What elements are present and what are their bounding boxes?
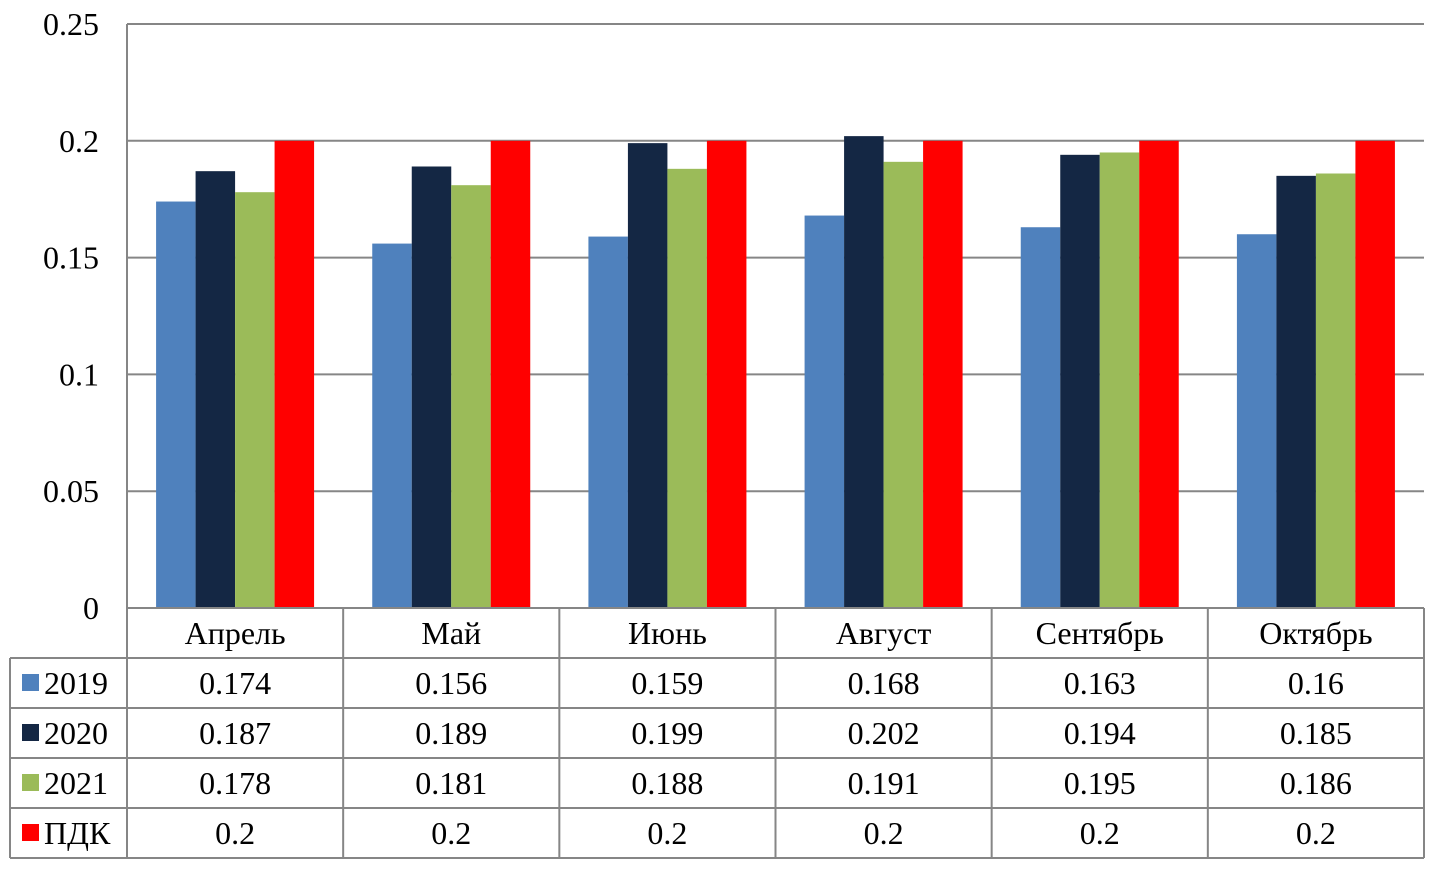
bar [235,192,275,608]
data-label: 0.191 [848,765,920,801]
bar [923,140,963,609]
bar [490,140,531,609]
bar [1020,227,1061,608]
bar [1236,234,1277,609]
data-label: 0.181 [415,765,487,801]
y-tick-label: 0.15 [43,240,99,276]
data-label: 0.2 [864,815,904,851]
data-label: 0.194 [1064,715,1136,751]
y-tick-label: 0.2 [59,123,99,159]
gridlines [127,23,1424,493]
category-label: Июнь [628,615,707,651]
bar [451,185,491,608]
data-label: 0.195 [1064,765,1136,801]
bar [1099,152,1140,609]
data-label: 0.163 [1064,665,1136,701]
data-label: 0.2 [647,815,687,851]
bar [588,236,628,609]
data-label: 0.187 [199,715,271,751]
data-label: 0.202 [848,715,920,751]
data-label: 0.2 [1296,815,1336,851]
bar [883,161,924,608]
bar [156,201,196,608]
legend-key [22,674,39,691]
y-tick-labels: 0 0.05 0.1 0.15 0.2 0.25 [43,6,99,626]
bar [706,140,747,609]
bar [627,143,668,609]
category-label: Апрель [185,615,286,651]
legend-label: 2019 [44,665,108,701]
category-label: Октябрь [1259,615,1372,651]
category-label: Май [421,615,481,651]
bar [195,171,236,608]
data-label: 0.186 [1280,765,1352,801]
data-label: 0.2 [1080,815,1120,851]
legend-label: 2020 [44,715,108,751]
data-label: 0.2 [431,815,471,851]
data-label: 0.199 [631,715,703,751]
legend-label: ПДК [44,815,111,851]
data-label: 0.16 [1288,665,1344,701]
bars [156,136,1395,609]
bar [411,166,452,608]
legend-label: 2021 [44,765,108,801]
y-tick-label: 0.1 [59,356,99,392]
y-tick-label: 0.05 [43,473,99,509]
bar [274,140,315,609]
bar [804,215,845,608]
bar [1060,154,1100,609]
data-label: 0.156 [415,665,487,701]
category-label: Август [836,615,932,651]
bar [1315,173,1356,608]
bar [667,168,707,608]
data-label: 0.159 [631,665,703,701]
data-label: 0.178 [199,765,271,801]
data-label: 0.2 [215,815,255,851]
bar [1355,140,1395,609]
data-label: 0.174 [199,665,271,701]
legend-key [22,824,39,841]
bar [844,136,884,609]
y-tick-label: 0 [83,590,99,626]
data-label: 0.168 [848,665,920,701]
legend-key [22,774,39,791]
category-label: Сентябрь [1036,615,1164,651]
data-label: 0.188 [631,765,703,801]
data-label: 0.185 [1280,715,1352,751]
y-tick-label: 0.25 [43,6,99,42]
legend-key [22,724,39,741]
data-table: Апрель Май Июнь Август Сентябрь Октябрь 2019 0.… [9,607,1425,859]
bar [372,243,412,609]
bar [1139,140,1179,609]
data-label: 0.189 [415,715,487,751]
bar [1276,175,1316,608]
